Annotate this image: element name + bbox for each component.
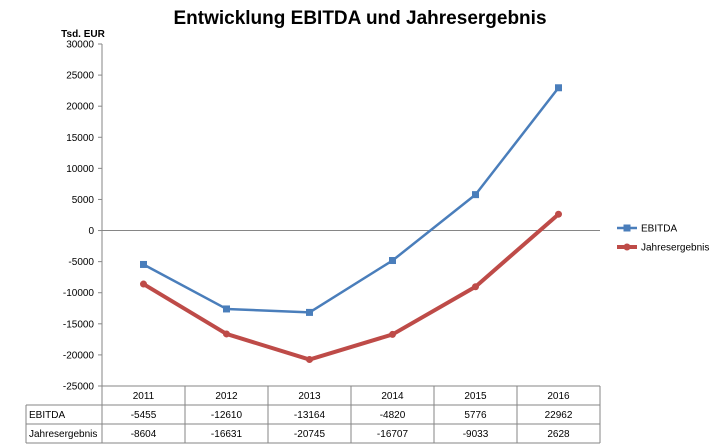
data-point-jahresergebnis [555,210,562,218]
table-cell-value: -20745 [294,429,326,440]
legend-label-ebitda: EBITDA [641,224,677,235]
table-cell-value: -16707 [377,429,409,440]
data-point-ebitda [306,308,313,316]
y-tick-label: 30000 [66,40,94,51]
table-cell-value: 2628 [547,429,570,440]
table-cell-value: -4820 [380,410,406,421]
y-tick-label: 20000 [66,102,94,113]
legend: EBITDA Jahresergebnis [617,224,709,254]
legend-marker-jahresergebnis [623,243,631,251]
x-category-label: 2015 [464,391,487,402]
y-tick-label: 15000 [66,133,94,144]
axes: -25000 -20000 -15000 -10000 -5000 0 5000 10000 1… [63,40,600,393]
series-line-jahresergebnis [142,212,560,362]
table-cell-value: -12610 [211,410,243,421]
x-category-label: 2013 [298,391,321,402]
y-tick-label: 5000 [72,195,95,206]
legend-label-jahresergebnis: Jahresergebnis [641,243,709,254]
y-tick-label: -5000 [68,257,94,268]
y-tick-label: -20000 [63,350,95,361]
legend-marker-ebitda [623,224,631,232]
data-point-ebitda [472,191,479,199]
y-tick-label: 0 [88,226,94,237]
y-tick-label: -10000 [63,288,95,299]
data-point-ebitda [555,84,562,92]
y-tick-label: -15000 [63,319,95,330]
series-layer [140,84,562,364]
table-cell-value: -9033 [463,429,489,440]
y-tick-label: -25000 [63,382,95,393]
x-category-label: 2012 [215,391,238,402]
table-row-label: Jahresergebnis [29,429,97,440]
y-axis-unit-label: Tsd. EUR [61,29,105,40]
table-cell-value: -8604 [131,429,157,440]
table-row-label: EBITDA [29,410,65,421]
x-category-label: 2014 [381,391,404,402]
x-category-label: 2016 [547,391,570,402]
table-cell-value: -13164 [294,410,326,421]
data-point-jahresergebnis [472,283,479,291]
data-point-ebitda [140,260,147,268]
x-category-label: 2011 [133,391,155,402]
y-tick-label: 25000 [66,71,94,82]
series-line-ebitda [142,86,560,314]
data-point-jahresergebnis [223,330,230,338]
y-tick-label: 10000 [66,164,94,175]
chart-title: Entwicklung EBITDA und Jahresergebnis [173,8,546,29]
table-cell-value: 22962 [545,410,573,421]
data-point-ebitda [389,257,396,265]
data-table: 2011 2012 2013 2014 2015 2016 EBITDA -5455 -1261… [25,385,601,444]
table-cell-value: -5455 [131,410,157,421]
data-point-ebitda [223,305,230,313]
data-point-jahresergebnis [389,330,396,338]
data-point-jahresergebnis [306,356,313,364]
table-cell-value: 5776 [464,410,487,421]
table-cell-value: -16631 [211,429,243,440]
data-point-jahresergebnis [140,280,147,288]
